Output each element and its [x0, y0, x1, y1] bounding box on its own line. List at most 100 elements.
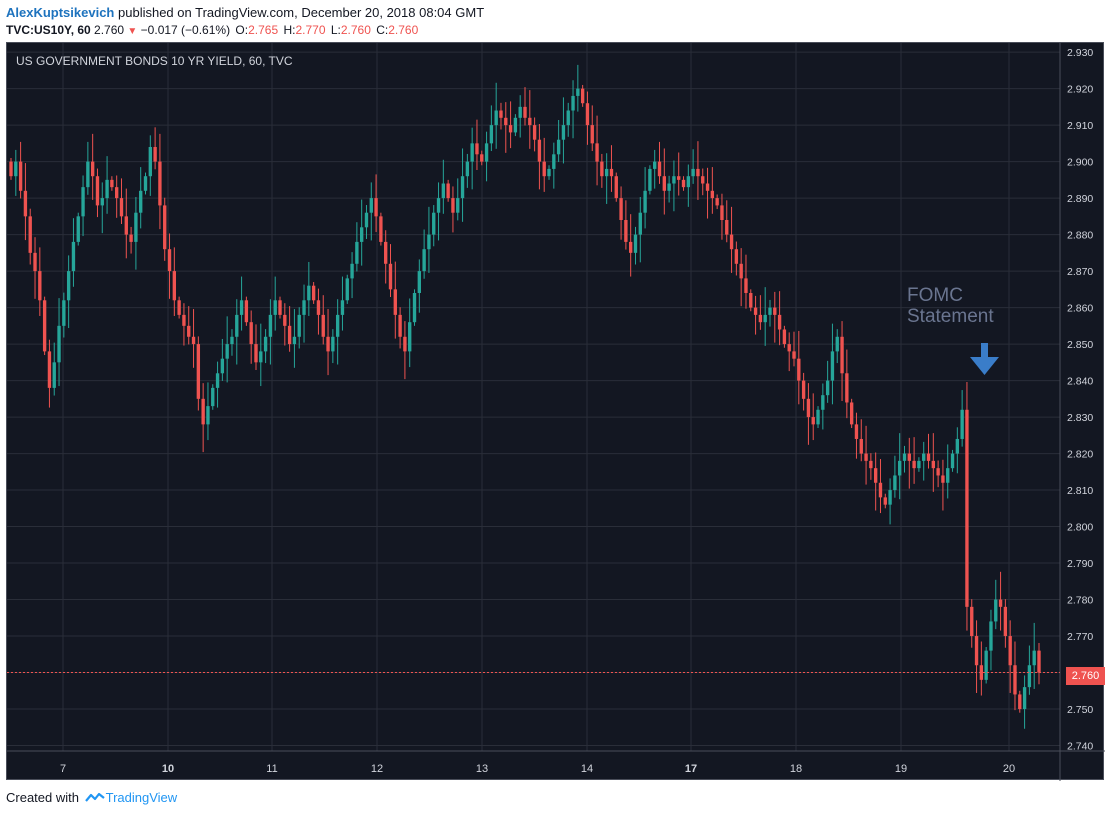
candle-body	[408, 322, 412, 352]
candle-body	[825, 380, 830, 396]
candle-body	[115, 187, 119, 199]
candle-body	[470, 143, 474, 162]
candle-body	[18, 161, 23, 191]
candle-body	[965, 409, 969, 607]
candle-body	[62, 300, 66, 326]
fomc-annotation: FOMC Statement	[907, 285, 994, 327]
candle-body	[302, 300, 306, 315]
candle-body	[830, 351, 835, 381]
y-tick-label: 2.770	[1067, 631, 1093, 643]
candle-body	[523, 106, 527, 118]
candle-body	[979, 665, 984, 680]
open-value: 2.765	[248, 23, 279, 37]
candle-body	[638, 212, 642, 235]
candle-body	[917, 460, 921, 469]
candle-body	[922, 453, 926, 461]
candle-body	[609, 168, 614, 177]
x-tick-label: 11	[266, 763, 277, 775]
candle-body	[182, 314, 186, 326]
high-label: H:	[283, 23, 296, 37]
arrow-head	[970, 357, 999, 375]
candle-body	[580, 88, 585, 104]
author-name[interactable]: AlexKuptsikevich	[6, 5, 115, 20]
candle-body	[763, 314, 767, 323]
candle-body	[220, 358, 225, 374]
y-tick-label: 2.890	[1067, 193, 1093, 205]
candle-body	[595, 143, 599, 162]
chart-frame[interactable]: 7 10 11 12 13 14 17 18 19 20 2.930 2.920 2.910 2.900 2…	[6, 42, 1105, 781]
candle-body	[100, 198, 104, 206]
candle-body	[542, 161, 546, 177]
candle-body	[561, 125, 566, 140]
candle-body	[239, 300, 244, 315]
candle-body	[869, 460, 873, 469]
candle-body	[331, 336, 335, 352]
y-tick-label: 2.900	[1067, 157, 1093, 169]
candle-body	[643, 190, 647, 213]
candle-body	[417, 271, 421, 293]
y-tick-label: 2.910	[1067, 120, 1093, 132]
candle-body	[739, 263, 743, 279]
candle-body	[840, 336, 844, 374]
candle-body	[758, 314, 763, 323]
candle-body	[821, 395, 825, 410]
candle-body	[398, 314, 402, 337]
candle-body	[859, 438, 863, 454]
candle-body	[936, 468, 940, 476]
candle-body	[787, 344, 791, 352]
candle-body	[893, 475, 897, 491]
candle-body	[268, 314, 273, 337]
candle-body	[720, 205, 724, 220]
candlestick-chart[interactable]: 7 10 11 12 13 14 17 18 19 20 2.930 2.920 2.910 2.900 2…	[7, 43, 1105, 781]
candle-body	[119, 198, 124, 217]
candle-body	[273, 300, 277, 315]
candle-body	[494, 110, 498, 126]
candle-body	[475, 143, 479, 155]
candle-body	[244, 300, 249, 323]
candle-body	[566, 110, 570, 126]
candle-body	[456, 198, 460, 213]
created-with-text: Created with	[6, 790, 79, 805]
candle-body	[662, 176, 666, 191]
y-tick-label: 2.870	[1067, 266, 1093, 278]
y-tick-label: 2.840	[1067, 376, 1093, 388]
y-tick-label: 2.810	[1067, 485, 1093, 497]
candle-body	[76, 216, 80, 242]
candle-body	[518, 106, 522, 118]
candle-body	[1013, 665, 1017, 695]
chart-title: US GOVERNMENT BONDS 10 YR YIELD, 60, TVC	[16, 54, 293, 68]
candle-body	[143, 176, 148, 191]
candle-body	[691, 168, 695, 177]
candle-body	[235, 314, 239, 337]
x-tick-label: 12	[371, 763, 383, 775]
candle-body	[552, 154, 556, 169]
candle-body	[888, 490, 892, 505]
candle-body	[734, 249, 739, 264]
candle-body	[340, 300, 345, 315]
candle-body	[667, 183, 671, 191]
candle-body	[1008, 636, 1012, 666]
candle-body	[460, 176, 465, 199]
y-tick-label: 2.860	[1067, 303, 1093, 315]
x-tick-label: 13	[476, 763, 488, 775]
candle-body	[600, 161, 604, 177]
candle-body	[556, 139, 561, 155]
candle-body	[14, 161, 18, 177]
candle-body	[384, 241, 388, 264]
candle-body	[946, 468, 950, 483]
candle-body	[177, 300, 181, 315]
candle-body	[369, 198, 373, 213]
candle-body	[614, 176, 618, 199]
ohlc-line: TVC:US10Y, 60 2.760 ▼ −0.017 (−0.61%) O:…	[6, 23, 418, 37]
candle-body	[484, 143, 489, 162]
candle-body	[624, 220, 628, 242]
candle-body	[1022, 687, 1027, 710]
candle-body	[388, 263, 393, 290]
x-tick-label: 14	[581, 763, 593, 775]
y-tick-label: 2.880	[1067, 230, 1093, 242]
candle-body	[504, 117, 508, 126]
candle-body	[9, 161, 13, 177]
change-value: −0.017 (−0.61%)	[140, 23, 231, 37]
candle-body	[777, 314, 782, 330]
tradingview-brand[interactable]: TradingView	[105, 790, 178, 805]
